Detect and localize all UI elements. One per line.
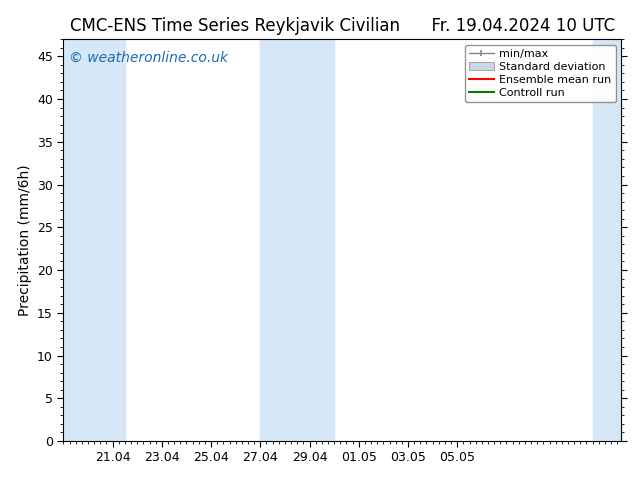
Bar	[261, 39, 334, 441]
Y-axis label: Precipitation (mm/6h): Precipitation (mm/6h)	[18, 164, 32, 316]
Bar	[63, 39, 125, 441]
Title: CMC-ENS Time Series Reykjavik Civilian      Fr. 19.04.2024 10 UTC: CMC-ENS Time Series Reykjavik Civilian F…	[70, 17, 615, 35]
Text: © weatheronline.co.uk: © weatheronline.co.uk	[69, 51, 228, 65]
Bar	[593, 39, 621, 441]
Legend: min/max, Standard deviation, Ensemble mean run, Controll run: min/max, Standard deviation, Ensemble me…	[465, 45, 616, 102]
